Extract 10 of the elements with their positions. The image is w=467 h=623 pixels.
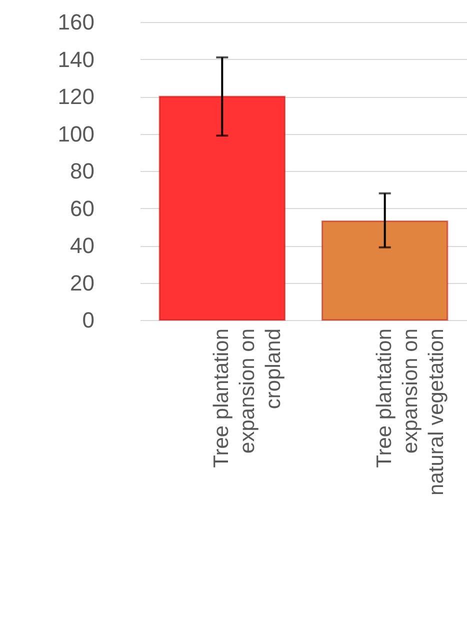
y-tick-label: 60 bbox=[70, 196, 94, 221]
y-tick-label: 40 bbox=[70, 233, 94, 258]
y-tick-label: 0 bbox=[82, 308, 94, 332]
y-tick-label: 20 bbox=[70, 270, 94, 296]
y-tick-label: 160 bbox=[58, 10, 94, 34]
y-tick-label: 100 bbox=[58, 121, 94, 146]
y-tick-label: 80 bbox=[70, 158, 94, 184]
y-tick-label: 140 bbox=[58, 46, 94, 72]
x-tick-label: Tree plantation expansion on cropland bbox=[210, 328, 286, 468]
y-tick-label: 120 bbox=[58, 84, 94, 109]
